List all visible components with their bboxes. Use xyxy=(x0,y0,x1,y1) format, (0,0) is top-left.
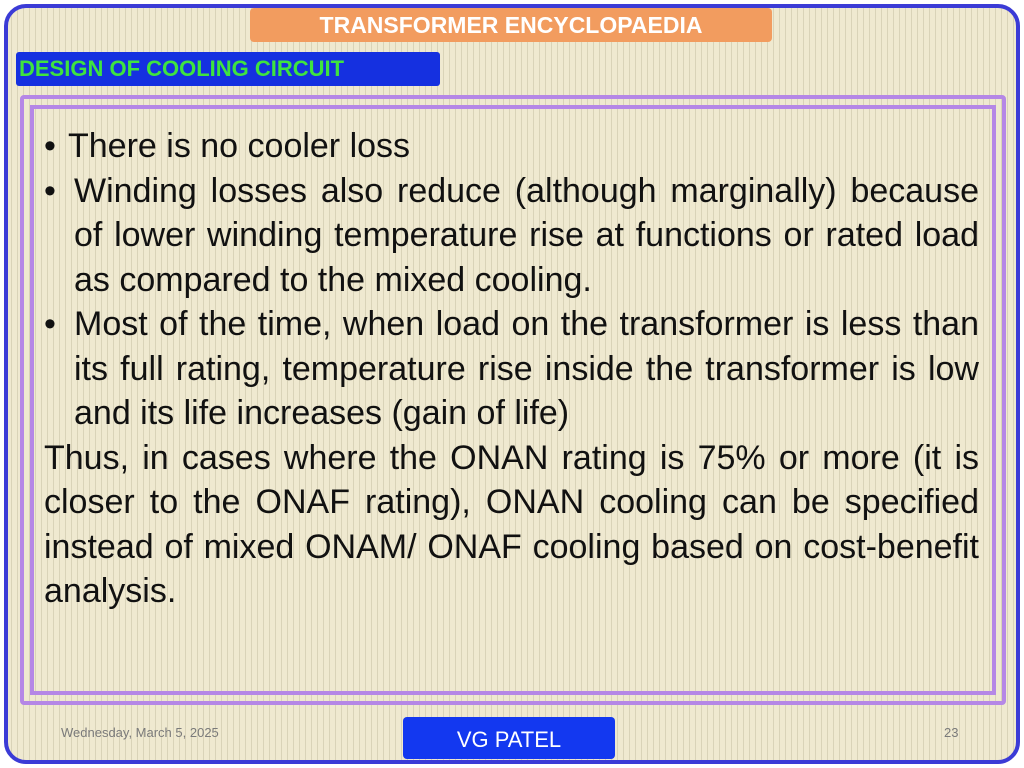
bullet-item: • Most of the time, when load on the tra… xyxy=(44,302,979,436)
bullet-text: There is no cooler loss xyxy=(68,127,411,165)
bullet-item: • There is no cooler loss xyxy=(44,124,979,169)
bullet-item: • Winding losses also reduce (although m… xyxy=(44,169,979,303)
bullet-marker: • xyxy=(44,305,56,343)
bullet-marker: • xyxy=(44,127,56,165)
body-text: • There is no cooler loss • Winding loss… xyxy=(44,124,979,614)
conclusion-paragraph: Thus, in cases where the ONAN rating is … xyxy=(44,438,979,611)
bullet-text: Most of the time, when load on the trans… xyxy=(74,305,979,432)
section-heading: DESIGN OF COOLING CIRCUIT xyxy=(16,52,440,86)
footer-date: Wednesday, March 5, 2025 xyxy=(61,725,219,740)
slide-frame xyxy=(4,4,1020,764)
footer-author-badge: VG PATEL xyxy=(403,717,615,759)
slide-title: TRANSFORMER ENCYCLOPAEDIA xyxy=(250,8,772,42)
content-box xyxy=(20,95,1006,705)
bullet-marker: • xyxy=(44,171,56,210)
bullet-text: Winding losses also reduce (although mar… xyxy=(74,171,979,299)
content-box-inner-border xyxy=(30,105,996,695)
page-number: 23 xyxy=(944,725,959,740)
